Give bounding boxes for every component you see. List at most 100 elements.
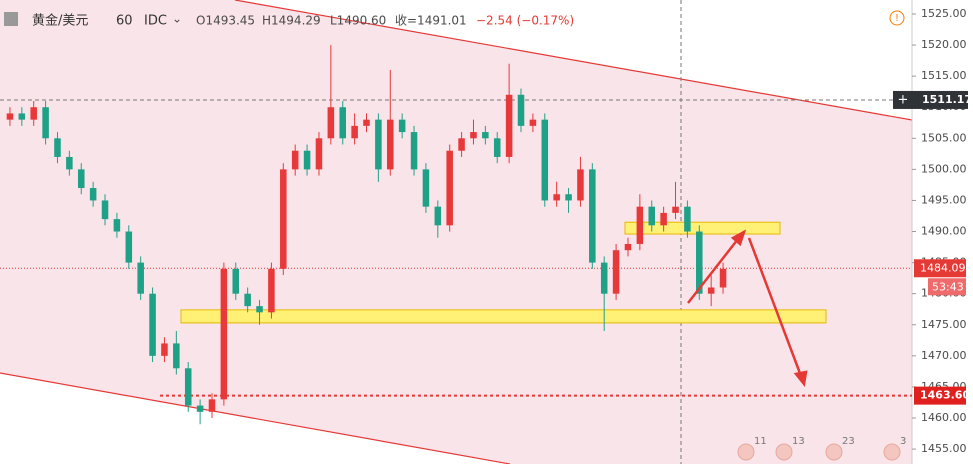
candle-body: [101, 200, 109, 220]
candle-body: [161, 343, 168, 356]
y-tick-label: 1500.00: [921, 162, 967, 175]
candle-body: [505, 94, 513, 157]
menu-icon[interactable]: [4, 12, 18, 26]
candle-body: [339, 107, 346, 139]
change: −2.54 (−0.17%): [476, 14, 574, 28]
candle-body: [387, 119, 394, 170]
candle-body: [684, 206, 691, 232]
candle-body: [315, 138, 323, 170]
candle-body: [244, 293, 251, 307]
candle-body: [577, 169, 584, 201]
candle-body: [184, 368, 192, 406]
candle-body: [173, 343, 180, 369]
candle-body: [517, 94, 525, 126]
crosshair-plus: +: [898, 92, 909, 107]
y-tick-label: 1455.00: [921, 442, 967, 455]
candle-body: [256, 306, 263, 313]
candle-body: [696, 231, 703, 294]
candle-body: [208, 399, 216, 412]
exchange: IDC: [144, 14, 167, 29]
candle-body: [636, 206, 644, 244]
candle-body: [600, 262, 608, 294]
candle-body: [220, 268, 228, 400]
y-tick-label: 1515.00: [921, 69, 967, 82]
event-label: 23: [842, 436, 855, 447]
candle-body: [553, 194, 560, 201]
candle-body: [291, 150, 299, 170]
candle-body: [541, 119, 549, 201]
candle-body: [18, 113, 26, 120]
candle-body: [113, 219, 121, 232]
countdown: 53:43: [932, 280, 964, 293]
target-label: 1463.60: [920, 389, 970, 402]
event-icon: [775, 443, 793, 461]
y-tick-label: 1460.00: [921, 411, 967, 424]
candle-body: [303, 150, 311, 170]
last-price-box: [914, 259, 966, 278]
candle-body: [470, 132, 477, 139]
arrows: [687, 229, 808, 387]
candle-body: [137, 262, 144, 294]
candle-body: [410, 132, 418, 170]
y-tick-label: 1520.00: [921, 38, 967, 51]
ohlc-high: H1494.29: [262, 14, 321, 28]
candle-body: [6, 113, 14, 120]
countdown-box: [928, 278, 966, 296]
event-icon: [883, 443, 901, 461]
candle-body: [493, 138, 501, 157]
candle-body: [589, 169, 596, 263]
event-icon: [737, 443, 755, 461]
alert-icon[interactable]: [889, 10, 905, 26]
candle-body: [89, 188, 97, 201]
candle-body: [446, 150, 453, 226]
candle-body: [375, 119, 382, 170]
candle-body: [624, 243, 632, 251]
candle-body: [280, 169, 287, 269]
y-tick-label: 1490.00: [921, 225, 967, 238]
candle-body: [77, 169, 85, 189]
candle-body: [719, 268, 727, 288]
candle-body: [125, 231, 133, 263]
candle-body: [327, 107, 335, 139]
channel-fill: [0, 0, 912, 464]
candle-body: [398, 119, 406, 133]
symbol: 黄金/美元: [32, 13, 88, 29]
zone: [180, 309, 827, 324]
ohlc-close: 收=1491.01: [395, 14, 467, 28]
event-label: 13: [792, 436, 805, 447]
candle-body: [351, 125, 358, 139]
candle-body: [42, 107, 49, 139]
candle-body: [648, 206, 656, 226]
candle-body: [363, 119, 370, 126]
channel-bottom: [0, 372, 511, 464]
ohlc-low: L1490.60: [330, 14, 386, 28]
y-tick-label: 1470.00: [921, 349, 967, 362]
candle-body: [660, 212, 667, 226]
dropdown[interactable]: ⌄: [172, 12, 182, 26]
y-tick-label: 1505.00: [921, 131, 967, 144]
crosshair-label: 1511.17: [922, 93, 972, 106]
candle-body: [196, 405, 204, 412]
candle-body: [422, 169, 430, 207]
candle-body: [30, 107, 37, 120]
event-label: 11: [754, 436, 767, 447]
event-icon: [825, 443, 843, 461]
candle-body: [482, 132, 489, 139]
crosshair-label-box: [893, 90, 968, 109]
candle-body: [434, 206, 442, 226]
candle-body: [149, 293, 156, 356]
y-tick-label: 1475.00: [921, 318, 967, 331]
candle-body: [565, 194, 572, 201]
candle-body: [529, 119, 537, 126]
alert-icon-mark: !: [895, 13, 899, 24]
target-box: [914, 386, 966, 405]
y-tick-label: 1525.00: [921, 7, 967, 20]
y-tick-label: 1495.00: [921, 193, 967, 206]
candle-body: [612, 250, 620, 294]
candle-body: [268, 268, 275, 313]
event-label: 3: [900, 436, 906, 447]
candle-body: [672, 206, 679, 213]
ohlc-open: O1493.45: [196, 14, 255, 28]
candle-body: [707, 287, 715, 294]
